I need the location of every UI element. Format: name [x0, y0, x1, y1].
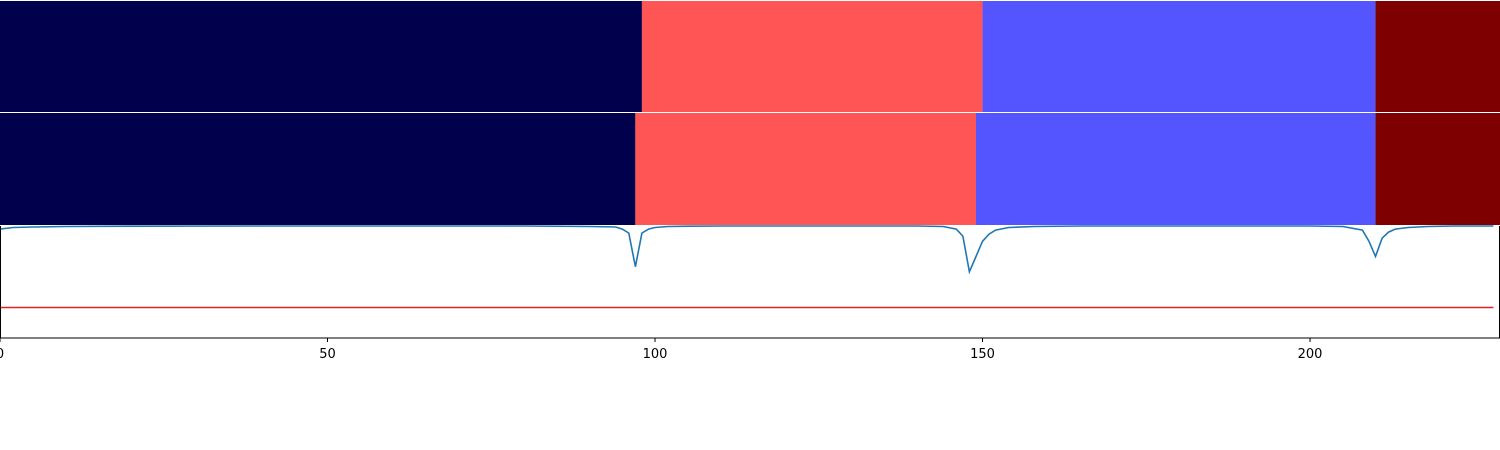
x-tick-label: 200 [1298, 347, 1323, 362]
line-plot: 0 50 100 150 200 [0, 225, 1500, 362]
segmentation-track-2 [0, 113, 1500, 225]
segment-3 [982, 1, 1376, 112]
plot-area [0, 226, 1500, 338]
segment-1 [0, 1, 642, 112]
segment-1 [0, 113, 636, 225]
x-tick-label: 0 [0, 347, 4, 362]
x-axis: 0 50 100 150 200 [0, 338, 1322, 362]
x-tick-label: 150 [970, 347, 995, 362]
series-line-1 [0, 225, 1494, 275]
x-tick-label: 50 [319, 347, 336, 362]
segment-2 [635, 113, 976, 225]
segment-3 [975, 113, 1376, 225]
x-tick-label: 100 [643, 347, 668, 362]
segment-4 [1375, 1, 1500, 112]
segment-2 [641, 1, 983, 112]
segment-4 [1375, 113, 1500, 225]
segmentation-track-1 [0, 1, 1500, 112]
